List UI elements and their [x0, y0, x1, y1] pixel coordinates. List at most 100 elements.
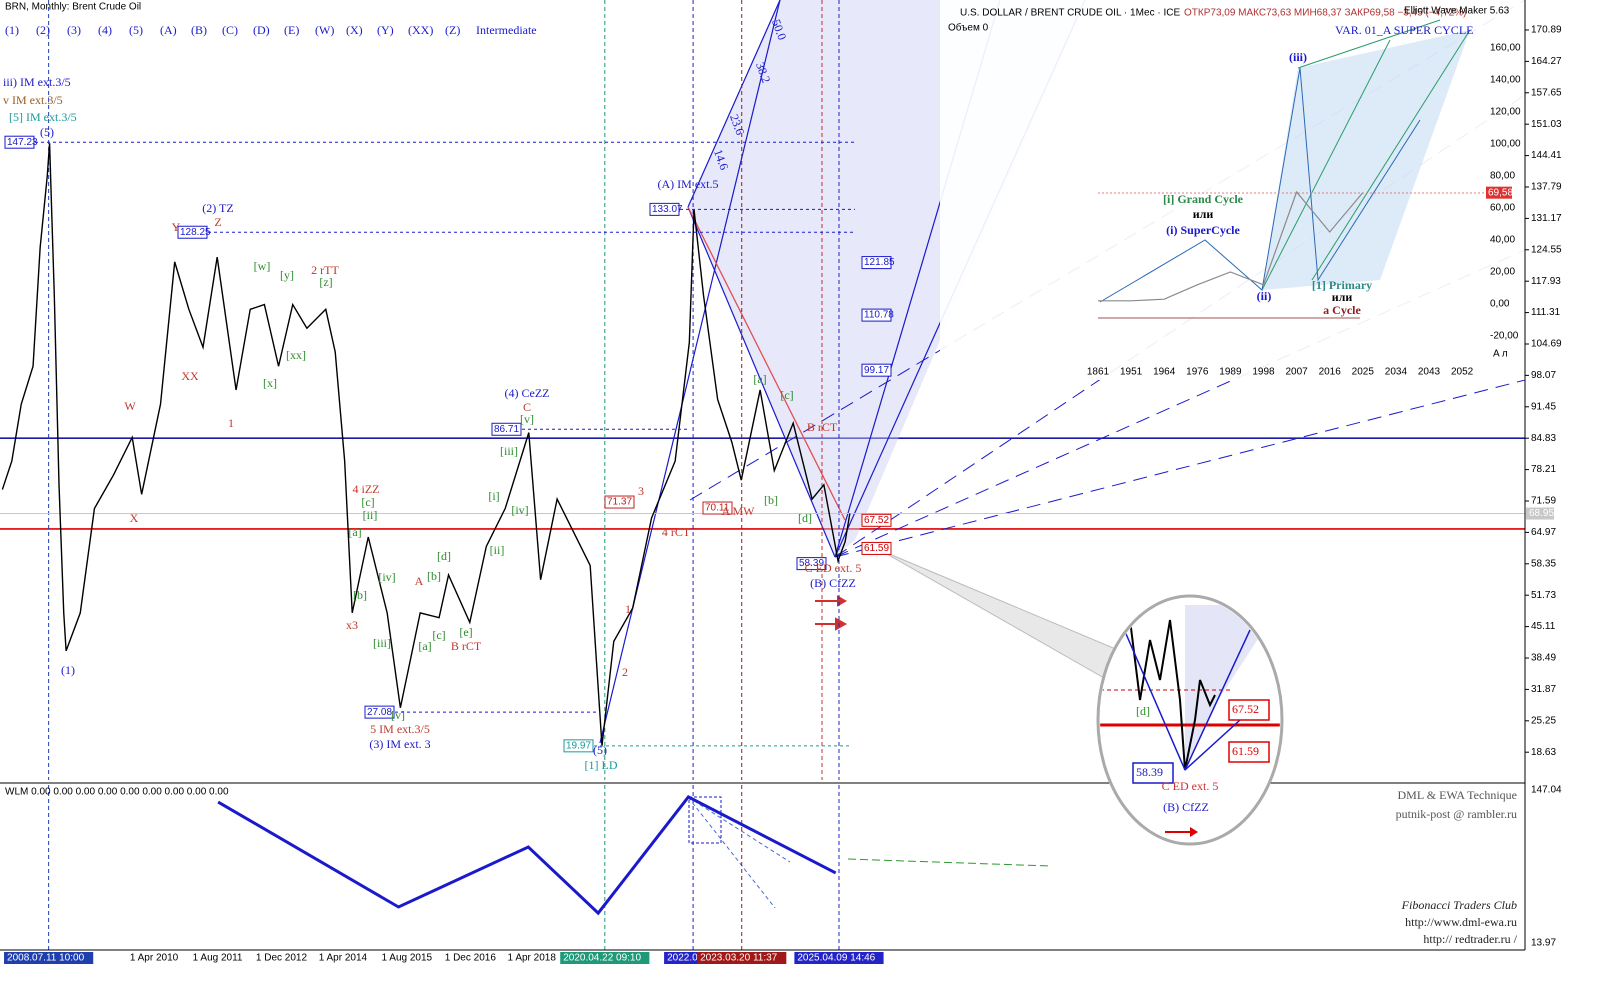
inset-last-label: 69,58 [1488, 187, 1513, 198]
wave-label: [iv] [511, 503, 528, 517]
price-box [861, 363, 892, 377]
wave-label: (1) [61, 663, 75, 677]
y-tick-label: 151.03 [1531, 119, 1562, 130]
forecast-line [847, 858, 1051, 867]
time-marker-label: 2020.04.22 09:10 [563, 953, 641, 964]
y-tick-label: 51.73 [1531, 590, 1556, 601]
inset-price-line [1098, 190, 1364, 302]
degree-button[interactable]: (5) [129, 23, 143, 37]
magnifier-label: 58.39 [1136, 765, 1163, 779]
price-box-label: 58.39 [799, 558, 824, 569]
wave-label: B rCT [451, 639, 482, 653]
inset-volume: Объем 0 [948, 22, 989, 34]
degree-button[interactable]: (1) [5, 23, 19, 37]
inset-channel [1262, 30, 1470, 290]
inset-wave-label: или [1193, 207, 1214, 221]
watermark-text: DML & EWA Technique [1398, 788, 1517, 802]
degree-button[interactable]: (Y) [377, 23, 394, 37]
x-tick-label: 1 Aug 2015 [381, 953, 432, 964]
degree-button[interactable]: (2) [36, 23, 50, 37]
wave-label: [w] [254, 259, 271, 273]
chart-title: BRN, Monthly: Brent Crude Oil [5, 2, 141, 13]
wave-label: 14.6 [711, 147, 731, 172]
wave-label: [e] [459, 625, 472, 639]
inset-x-label: 1976 [1186, 367, 1209, 378]
price-box [364, 705, 395, 719]
price-box [861, 513, 892, 527]
inset-wave-label: или [1332, 290, 1353, 304]
degree-button[interactable]: (XX) [408, 23, 433, 37]
degree-button[interactable]: (X) [346, 23, 363, 37]
wave-label: XX [181, 369, 199, 383]
y-tick-label: 111.31 [1531, 307, 1561, 318]
inset-wave-label: (i) SuperCycle [1166, 223, 1240, 237]
price-box [563, 739, 594, 753]
wave-label: (2) TZ [202, 201, 233, 215]
degree-button[interactable]: (3) [67, 23, 81, 37]
y-tick-label: 84.83 [1531, 433, 1556, 444]
degree-button[interactable]: (Z) [445, 23, 460, 37]
magnifier-box [1228, 741, 1270, 763]
wave-label: [d] [437, 549, 451, 563]
wave-label: 3 [638, 484, 644, 498]
wave-label: [iii] [500, 444, 518, 458]
degree-button[interactable]: (A) [160, 23, 177, 37]
inset-y-label: 60,00 [1490, 203, 1515, 214]
inset-x-label: 2007 [1285, 367, 1308, 378]
degree-button[interactable]: (W) [315, 23, 334, 37]
inset-y-label: 100,00 [1490, 139, 1521, 150]
magnifier-label: 61.59 [1232, 744, 1259, 758]
inset-wave [1099, 67, 1421, 303]
wave-label: A [415, 574, 424, 588]
y-tick-label: 137.79 [1531, 182, 1562, 193]
degree-button[interactable]: (B) [191, 23, 207, 37]
wave-label: 1 [625, 602, 631, 616]
wave-label: B rCT [807, 420, 838, 434]
watermark-text: http:// redtrader.ru / [1423, 932, 1517, 946]
inset-x-label: 1989 [1219, 367, 1242, 378]
indicator-projections [687, 796, 791, 909]
time-marker-label: 2023.03.20 11:37 [700, 953, 778, 964]
time-marker-box [560, 952, 650, 964]
wave-label: 4 iZZ [353, 482, 380, 496]
wave-label: (B) CfZZ [810, 576, 856, 590]
magnifier-label: 67.52 [1232, 702, 1259, 716]
inset-wave-label: [i] Grand Cycle [1163, 192, 1244, 206]
wave-legend: iii) IM ext.3/5 [3, 75, 71, 89]
wave-label: [b] [427, 569, 441, 583]
magnifier: [d] 67.52 61.59 58.39C ED ext. 5 (B) CfZZ [879, 549, 1284, 846]
inset-y-label: 40,00 [1490, 235, 1515, 246]
price-box [491, 422, 522, 436]
wave-label: A MW [722, 504, 756, 518]
wave-label: 1 [228, 416, 234, 430]
degree-button[interactable]: (4) [98, 23, 112, 37]
wave-label: [y] [280, 268, 294, 282]
indicator-tick-label: 147.04 [1531, 785, 1562, 796]
magnifier-label: [d] [1136, 704, 1150, 718]
wave-label: [c] [780, 388, 793, 402]
y-tick-label: 91.45 [1531, 401, 1556, 412]
degree-button[interactable]: (D) [253, 23, 270, 37]
degree-button[interactable]: (C) [222, 23, 238, 37]
wave-label: [a] [418, 639, 431, 653]
price-box-label: 86.71 [494, 424, 519, 435]
y-tick-label: 18.63 [1531, 747, 1556, 758]
wave-label: [a] [348, 525, 361, 539]
time-marker-box [794, 952, 884, 964]
inset-y-label: 140,00 [1490, 75, 1521, 86]
price-box [796, 557, 827, 571]
indicator-line [217, 795, 837, 916]
wave-label: Z [214, 215, 221, 229]
time-marker-label: 2025.04.09 14:46 [797, 953, 875, 964]
inset-x-label: 1861 [1087, 367, 1110, 378]
degree-button[interactable]: (E) [284, 23, 299, 37]
degree-button[interactable]: Intermediate [476, 23, 537, 37]
magnifier-price [1129, 619, 1216, 771]
wave-label: 23.6 [727, 112, 747, 137]
price-box-label: 70.11 [705, 503, 730, 514]
x-tick-label: 1 Aug 2011 [193, 953, 243, 964]
y-tick-label: 64.97 [1531, 527, 1556, 538]
selection-box [688, 796, 722, 844]
price-box-label: 67.52 [864, 515, 889, 526]
